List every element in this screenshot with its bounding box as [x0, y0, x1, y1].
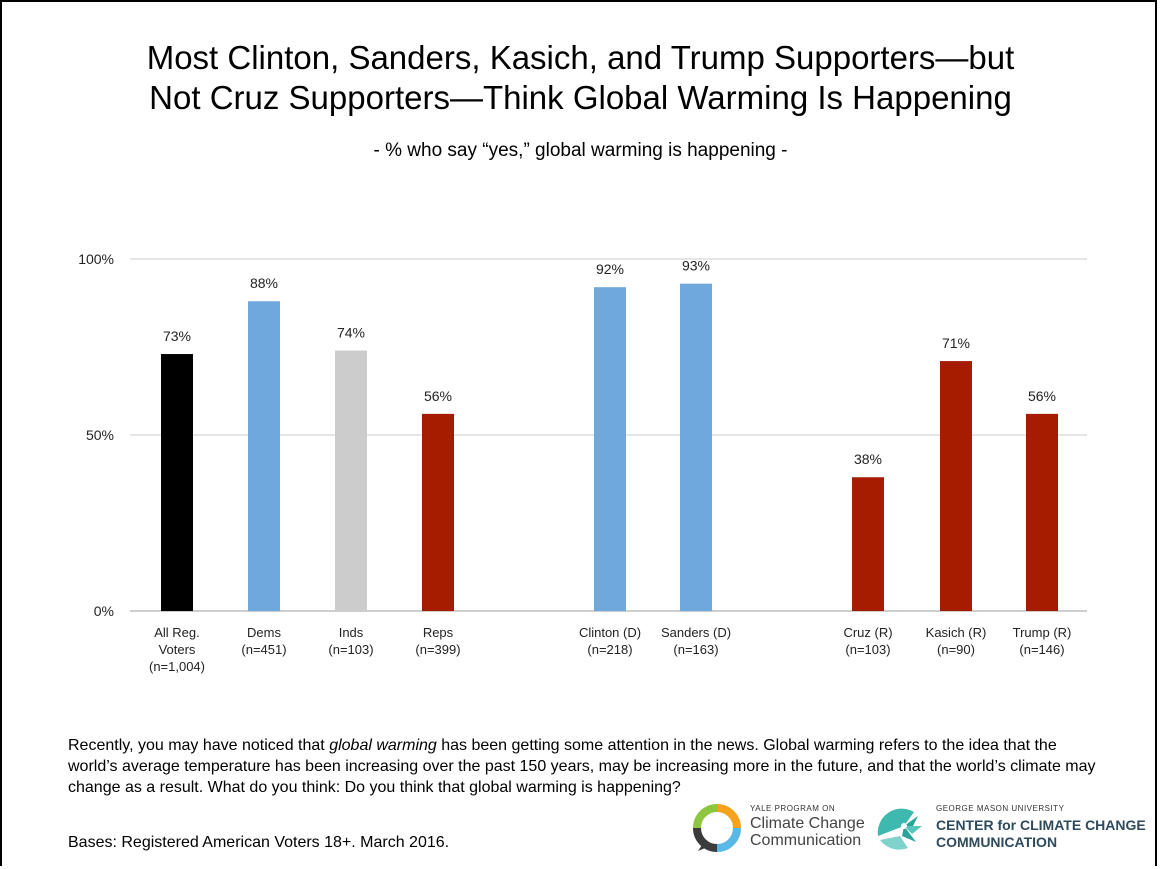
- data-label: 73%: [163, 328, 191, 344]
- gmu-logo-line-2: COMMUNICATION: [936, 834, 1058, 850]
- data-label: 74%: [337, 325, 365, 341]
- category-label-line: Sanders (D): [661, 625, 731, 640]
- category-label-line: (n=451): [241, 642, 286, 657]
- bar-chart: 0% 50% 100% 73% All Reg. Voters (n=1,004) 88% De…: [78, 251, 1087, 674]
- category-label-line: (n=146): [1019, 642, 1064, 657]
- category-label: Sanders (D) (n=163): [661, 625, 731, 657]
- category-label-line: (n=1,004): [149, 659, 205, 674]
- bar: [161, 354, 193, 611]
- bar: [940, 361, 972, 611]
- data-label: 56%: [424, 388, 452, 404]
- data-label: 93%: [682, 258, 710, 274]
- bases-note: Bases: Registered American Voters 18+. M…: [68, 834, 450, 851]
- category-label-line: Dems: [247, 625, 281, 640]
- bar: [852, 477, 884, 611]
- bar: [594, 287, 626, 611]
- category-label-line: (n=103): [328, 642, 373, 657]
- gmu-logo-line-1: CENTER for CLIMATE CHANGE: [936, 817, 1146, 833]
- gmu-university-label: GEORGE MASON UNIVERSITY: [936, 804, 1065, 813]
- bar: [680, 283, 712, 611]
- y-tick-label: 50%: [86, 427, 114, 443]
- category-label-line: Reps: [423, 625, 454, 640]
- category-label: Inds (n=103): [328, 625, 373, 657]
- category-label-line: Voters: [159, 642, 196, 657]
- yale-program-label: YALE PROGRAM ON: [750, 804, 836, 813]
- bar: [1026, 413, 1058, 611]
- data-label: 56%: [1028, 388, 1056, 404]
- y-tick-label: 100%: [78, 251, 114, 267]
- category-label-line: Cruz (R): [843, 625, 892, 640]
- chart-title: Most Clinton, Sanders, Kasich, and Trump…: [2, 38, 1159, 118]
- yale-speech-bubble-icon: [693, 804, 741, 852]
- category-label-line: (n=163): [673, 642, 718, 657]
- category-label-line: Inds: [339, 625, 364, 640]
- category-label: Reps (n=399): [415, 625, 460, 657]
- y-tick-label: 0%: [94, 603, 114, 619]
- category-label-line: (n=103): [845, 642, 890, 657]
- yale-logo-line-2: Communication: [750, 832, 862, 849]
- category-label-line: Trump (R): [1013, 625, 1072, 640]
- yale-logo-line-1: Climate Change: [750, 815, 865, 832]
- data-label: 92%: [596, 261, 624, 277]
- bar: [422, 413, 454, 611]
- chart-title-line-1: Most Clinton, Sanders, Kasich, and Trump…: [146, 39, 1015, 76]
- survey-question: Recently, you may have noticed that glob…: [68, 735, 1108, 798]
- data-label: 71%: [942, 335, 970, 351]
- yale-logo-text: Climate Change Communication: [750, 815, 865, 849]
- question-text-start: Recently, you may have noticed that: [68, 737, 330, 754]
- chart-title-line-2: Not Cruz Supporters—Think Global Warming…: [149, 79, 1012, 116]
- category-label-line: (n=399): [415, 642, 460, 657]
- bar: [335, 350, 367, 611]
- category-label: Clinton (D) (n=218): [579, 625, 641, 657]
- category-label: Kasich (R) (n=90): [926, 625, 987, 657]
- data-label: 38%: [854, 451, 882, 467]
- category-label: Trump (R) (n=146): [1013, 625, 1072, 657]
- category-label: Dems (n=451): [241, 625, 286, 657]
- chart-subtitle: - % who say “yes,” global warming is hap…: [373, 140, 788, 161]
- category-label: All Reg. Voters (n=1,004): [149, 625, 205, 674]
- category-label: Cruz (R) (n=103): [843, 625, 892, 657]
- question-text-end: has been getting some attention in the n…: [68, 737, 1096, 796]
- category-label-line: Kasich (R): [926, 625, 987, 640]
- question-text-italic: global warming: [329, 737, 437, 754]
- bar: [248, 301, 280, 611]
- category-label-line: All Reg.: [154, 625, 200, 640]
- category-label-line: Clinton (D): [579, 625, 641, 640]
- data-label: 88%: [250, 275, 278, 291]
- gmu-logo-text: CENTER for CLIMATE CHANGE COMMUNICATION: [936, 817, 1146, 851]
- category-label-line: (n=218): [587, 642, 632, 657]
- category-label-line: (n=90): [937, 642, 975, 657]
- gmu-burst-icon: [877, 808, 922, 850]
